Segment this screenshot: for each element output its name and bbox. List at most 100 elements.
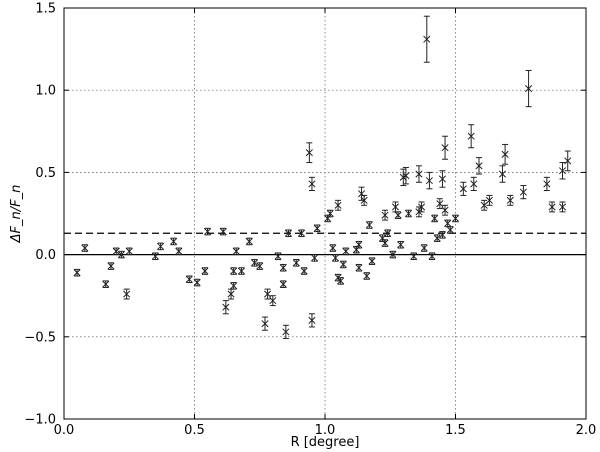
data-point (441, 135, 449, 160)
data-point (402, 166, 410, 185)
x-marker (501, 150, 509, 158)
data-point (355, 263, 363, 272)
data-point (123, 288, 131, 300)
x-marker (506, 196, 514, 204)
x-marker (381, 239, 389, 247)
data-point (342, 247, 350, 256)
x-marker (256, 262, 264, 270)
data-point (112, 247, 120, 256)
data-point (274, 252, 282, 261)
x-tick-label: 2.0 (576, 423, 597, 438)
y-tick-label: 0.5 (35, 166, 56, 181)
data-point (261, 316, 269, 331)
data-point (157, 242, 165, 251)
data-point (410, 252, 418, 261)
data-point (391, 201, 400, 213)
x-marker (185, 275, 193, 283)
x-marker (203, 228, 212, 236)
x-marker (363, 272, 371, 280)
x-marker (81, 244, 89, 252)
data-point (201, 267, 209, 275)
data-point (264, 288, 272, 300)
data-point (498, 165, 507, 183)
x-marker (355, 241, 363, 249)
x-marker (360, 196, 368, 204)
x-axis-label: R [degree] (291, 435, 360, 450)
data-point (444, 219, 452, 228)
data-point (459, 181, 467, 196)
data-point (175, 247, 183, 256)
x-marker (381, 211, 389, 219)
x-marker (355, 264, 363, 272)
x-marker (368, 257, 376, 265)
data-point (431, 214, 439, 223)
x-marker (73, 269, 81, 277)
data-point (337, 277, 345, 285)
data-point (423, 15, 431, 63)
data-point (308, 176, 316, 191)
x-marker (170, 237, 178, 246)
data-point (73, 268, 81, 277)
data-point (279, 263, 287, 272)
x-marker (107, 262, 115, 270)
data-point (436, 198, 444, 210)
x-marker (485, 196, 493, 204)
data-point (339, 260, 347, 269)
data-point (227, 288, 235, 300)
data-point (237, 267, 246, 275)
x-marker (525, 85, 533, 93)
data-point (363, 272, 371, 280)
x-marker (415, 170, 423, 178)
x-marker (305, 149, 313, 157)
data-point (308, 313, 316, 328)
x-marker (230, 282, 238, 290)
data-point (107, 262, 115, 270)
data-point (564, 150, 572, 172)
x-marker (451, 214, 460, 222)
data-point (125, 247, 133, 256)
x-marker (423, 35, 431, 43)
y-tick-label: 0.0 (35, 248, 56, 263)
x-marker (331, 254, 339, 262)
y-axis-label: ΔF_n/F_n (9, 185, 24, 244)
data-point (230, 267, 238, 275)
x-marker (384, 229, 392, 237)
data-point (245, 237, 253, 246)
x-marker (394, 211, 402, 219)
data-point (219, 227, 227, 236)
x-marker (311, 254, 319, 262)
x-marker (342, 247, 350, 255)
data-point (506, 194, 514, 206)
data-point (292, 259, 300, 267)
x-marker (459, 185, 467, 193)
data-point (381, 209, 389, 221)
x-marker (201, 267, 209, 275)
x-marker (313, 224, 321, 232)
data-point (279, 280, 287, 288)
y-tick-label: −0.5 (24, 330, 56, 345)
data-point (151, 252, 159, 261)
x-marker (157, 242, 165, 250)
data-point (365, 221, 373, 229)
x-marker (433, 234, 441, 242)
data-point (485, 194, 493, 206)
x-marker (308, 180, 316, 188)
x-marker (125, 247, 133, 255)
x-marker (337, 277, 345, 285)
data-point (441, 204, 449, 216)
x-marker (404, 209, 413, 218)
x-marker (558, 167, 567, 175)
x-marker (438, 175, 447, 183)
x-marker (227, 290, 235, 298)
data-point (230, 282, 238, 290)
x-marker (444, 219, 452, 227)
x-marker (431, 214, 439, 222)
data-point (170, 237, 178, 246)
data-point (222, 300, 230, 315)
x-marker (475, 162, 483, 170)
data-points (73, 15, 572, 339)
data-point (475, 157, 483, 175)
x-marker (117, 251, 125, 259)
x-marker (237, 267, 246, 275)
x-marker (292, 259, 300, 267)
